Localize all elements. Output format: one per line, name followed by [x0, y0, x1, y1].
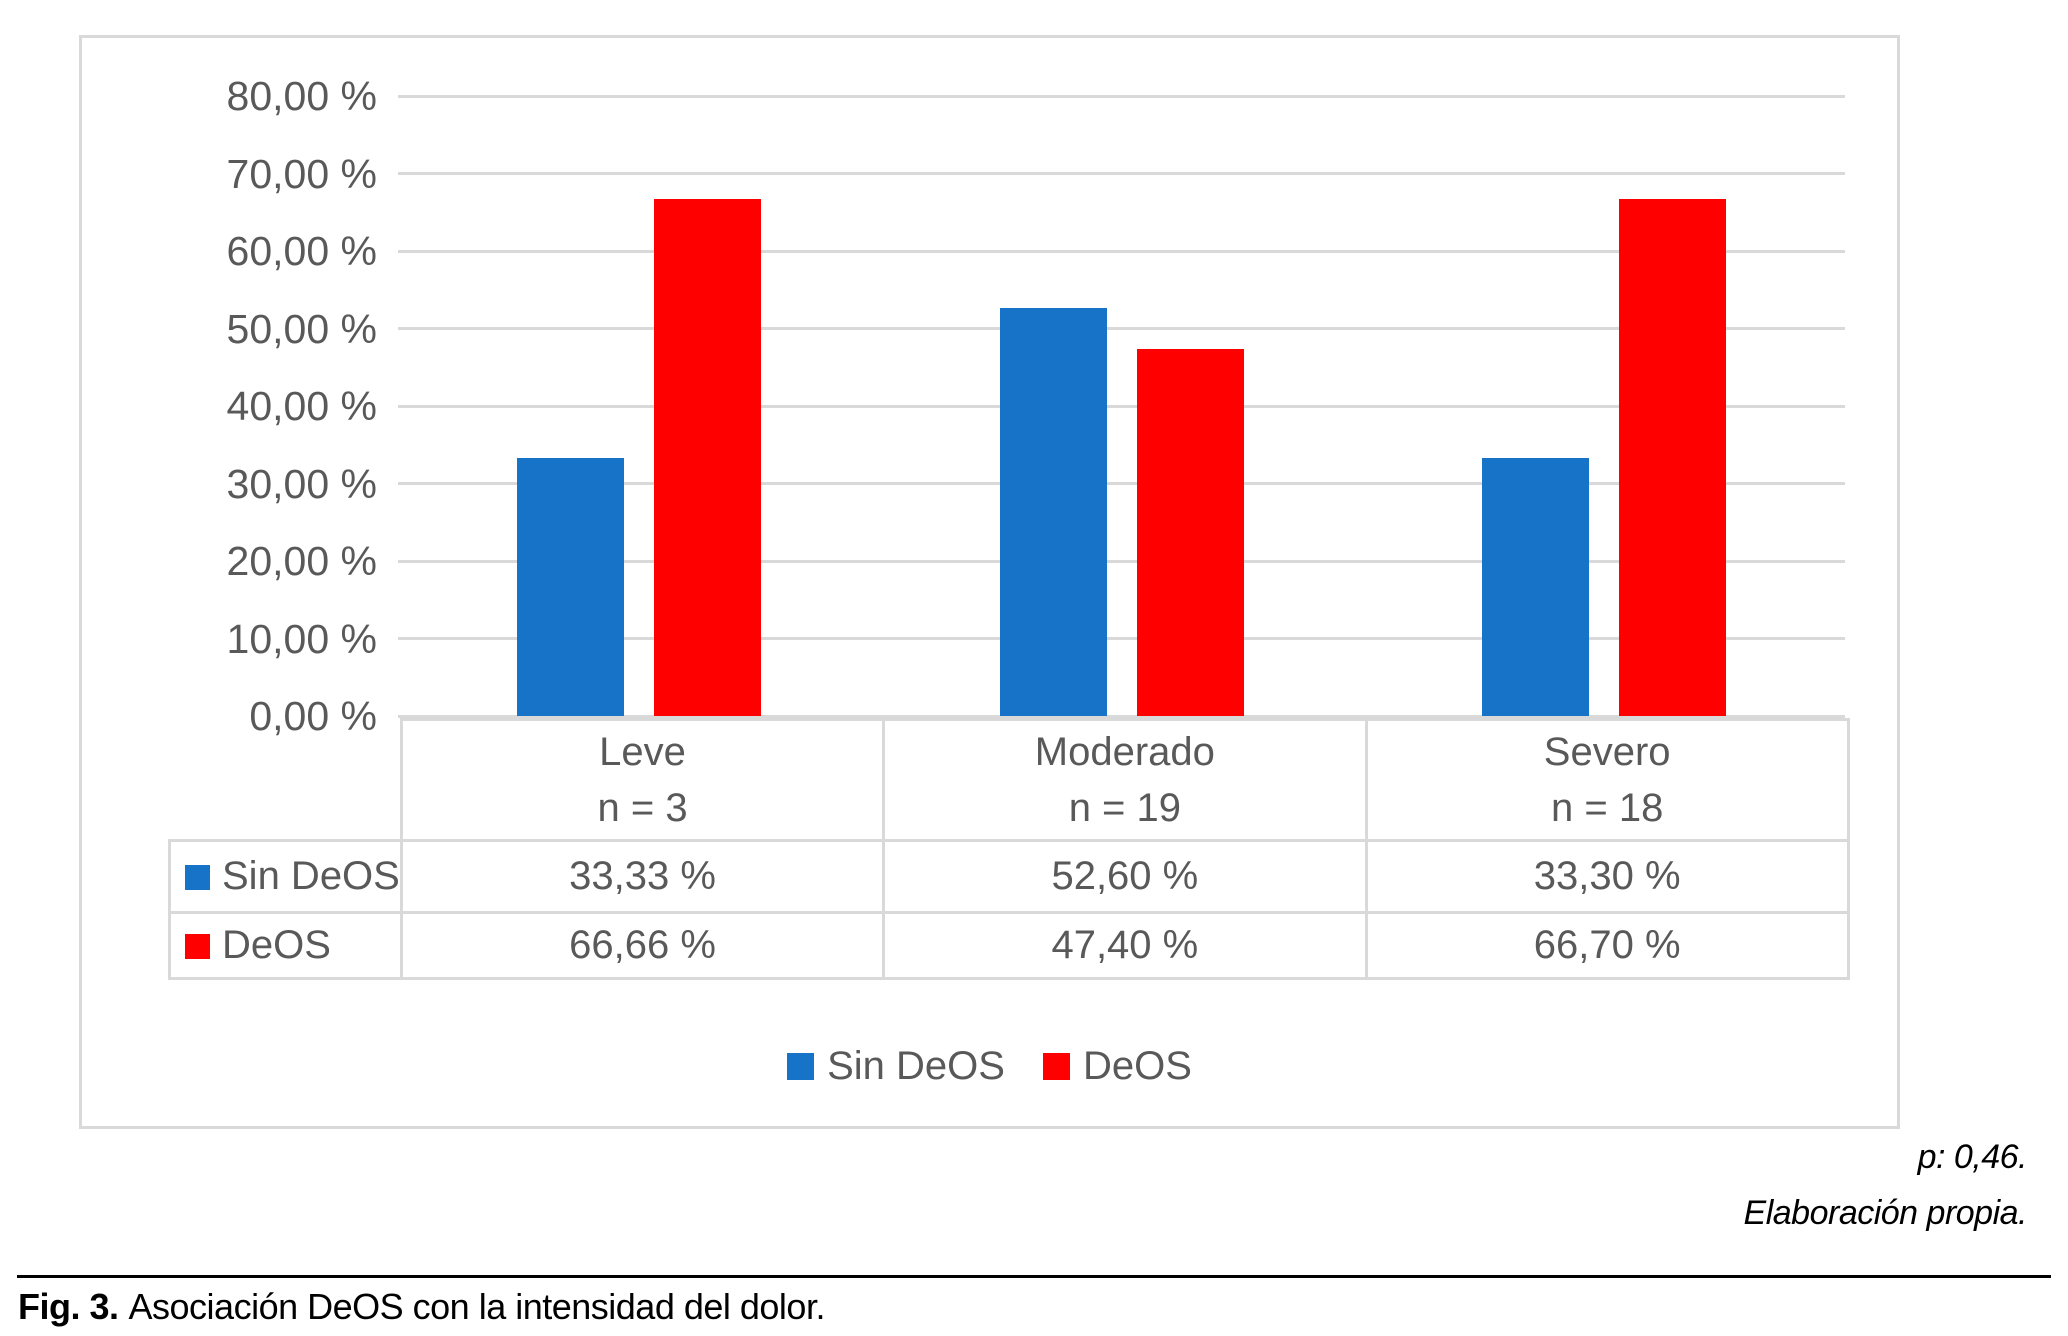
figure-caption: Fig. 3. Asociación DeOS con la intensidad… — [18, 1286, 825, 1328]
series-name: DeOS — [222, 923, 331, 967]
category-name: Leve — [599, 730, 686, 774]
legend-swatch — [1042, 1052, 1070, 1080]
table-corner-blank — [170, 720, 402, 841]
y-axis-tick-label: 80,00 % — [226, 73, 377, 119]
bar-deos-leve — [654, 199, 762, 716]
series-key-square — [185, 865, 210, 890]
y-axis-tick-label: 30,00 % — [226, 460, 377, 507]
gridline — [398, 249, 1845, 253]
bar-deos-severo — [1618, 199, 1726, 716]
table-value-cell: 52,60 % — [882, 839, 1368, 914]
category-name: Severo — [1543, 730, 1671, 774]
y-axis-tick-label: 50,00 % — [226, 305, 377, 352]
y-axis-tick-label: 60,00 % — [226, 228, 377, 274]
table-value-cell: 66,66 % — [399, 911, 886, 980]
gridline — [398, 637, 1845, 640]
gridline — [398, 714, 1845, 718]
category-n: n = 18 — [1551, 786, 1664, 830]
gridline — [398, 559, 1845, 563]
y-axis-tick-label: 40,00 % — [226, 383, 377, 429]
bar-sin-deos-moderado — [999, 308, 1107, 716]
table-value-cell: 33,30 % — [1364, 839, 1850, 914]
series-name: Sin DeOS — [222, 854, 400, 898]
y-axis: 80,00 % 70,00 % 60,00 % 50,00 % 40,00 % 30,00… — [82, 38, 377, 1126]
gridline — [398, 482, 1845, 485]
chart-frame: 80,00 % 70,00 % 60,00 % 50,00 % 40,00 % 30,00… — [79, 35, 1900, 1129]
source-note: Elaboración propia. — [1743, 1194, 2028, 1232]
table-category-header: Moderado n = 19 — [882, 718, 1368, 842]
table-value-cell: 66,70 % — [1364, 911, 1850, 980]
bar-sin-deos-leve — [517, 457, 625, 716]
table-category-header: Leve n = 3 — [399, 718, 886, 842]
bar-deos-moderado — [1136, 348, 1244, 716]
table-series-label: Sin DeOS — [168, 839, 403, 914]
y-axis-tick-label: 0,00 % — [249, 693, 377, 739]
table-series-label: DeOS — [168, 911, 403, 980]
table-header-row: Leve n = 3 Moderado n = 19 Severo n = 18 — [170, 718, 1850, 842]
legend-label: Sin DeOS — [827, 1043, 1005, 1088]
series-key-square — [185, 934, 210, 959]
plot-area — [398, 94, 1845, 718]
y-axis-tick-label: 70,00 % — [226, 150, 377, 197]
legend-swatch — [787, 1052, 815, 1080]
legend: Sin DeOS DeOS — [82, 1036, 1897, 1096]
p-value-note: p: 0,46. — [1917, 1138, 2028, 1176]
table-row: DeOS 66,66 % 47,40 % 66,70 % — [168, 911, 1850, 980]
caption-label: Fig. 3. — [18, 1286, 119, 1327]
caption-rule — [17, 1275, 2051, 1278]
table-value-cell: 33,33 % — [399, 839, 886, 914]
gridline — [398, 172, 1845, 175]
gridline — [398, 404, 1845, 408]
legend-label: DeOS — [1082, 1043, 1192, 1088]
gridline — [398, 327, 1845, 330]
legend-item: DeOS — [1042, 1043, 1192, 1089]
data-table: Leve n = 3 Moderado n = 19 Severo n = 18 Sin … — [168, 718, 1850, 980]
legend-item: Sin DeOS — [787, 1044, 1005, 1089]
category-n: n = 19 — [1068, 786, 1182, 830]
y-axis-tick-label: 20,00 % — [226, 538, 377, 584]
y-axis-tick-label: 10,00 % — [226, 615, 377, 662]
bar-sin-deos-severo — [1481, 457, 1589, 716]
category-name: Moderado — [1034, 730, 1215, 774]
table-value-cell: 47,40 % — [882, 911, 1368, 980]
caption-text: Asociación DeOS con la intensidad del do… — [128, 1286, 826, 1327]
category-n: n = 3 — [597, 786, 688, 830]
gridline — [398, 94, 1845, 98]
table-category-header: Severo n = 18 — [1364, 718, 1850, 842]
table-row: Sin DeOS 33,33 % 52,60 % 33,30 % — [168, 839, 1850, 914]
